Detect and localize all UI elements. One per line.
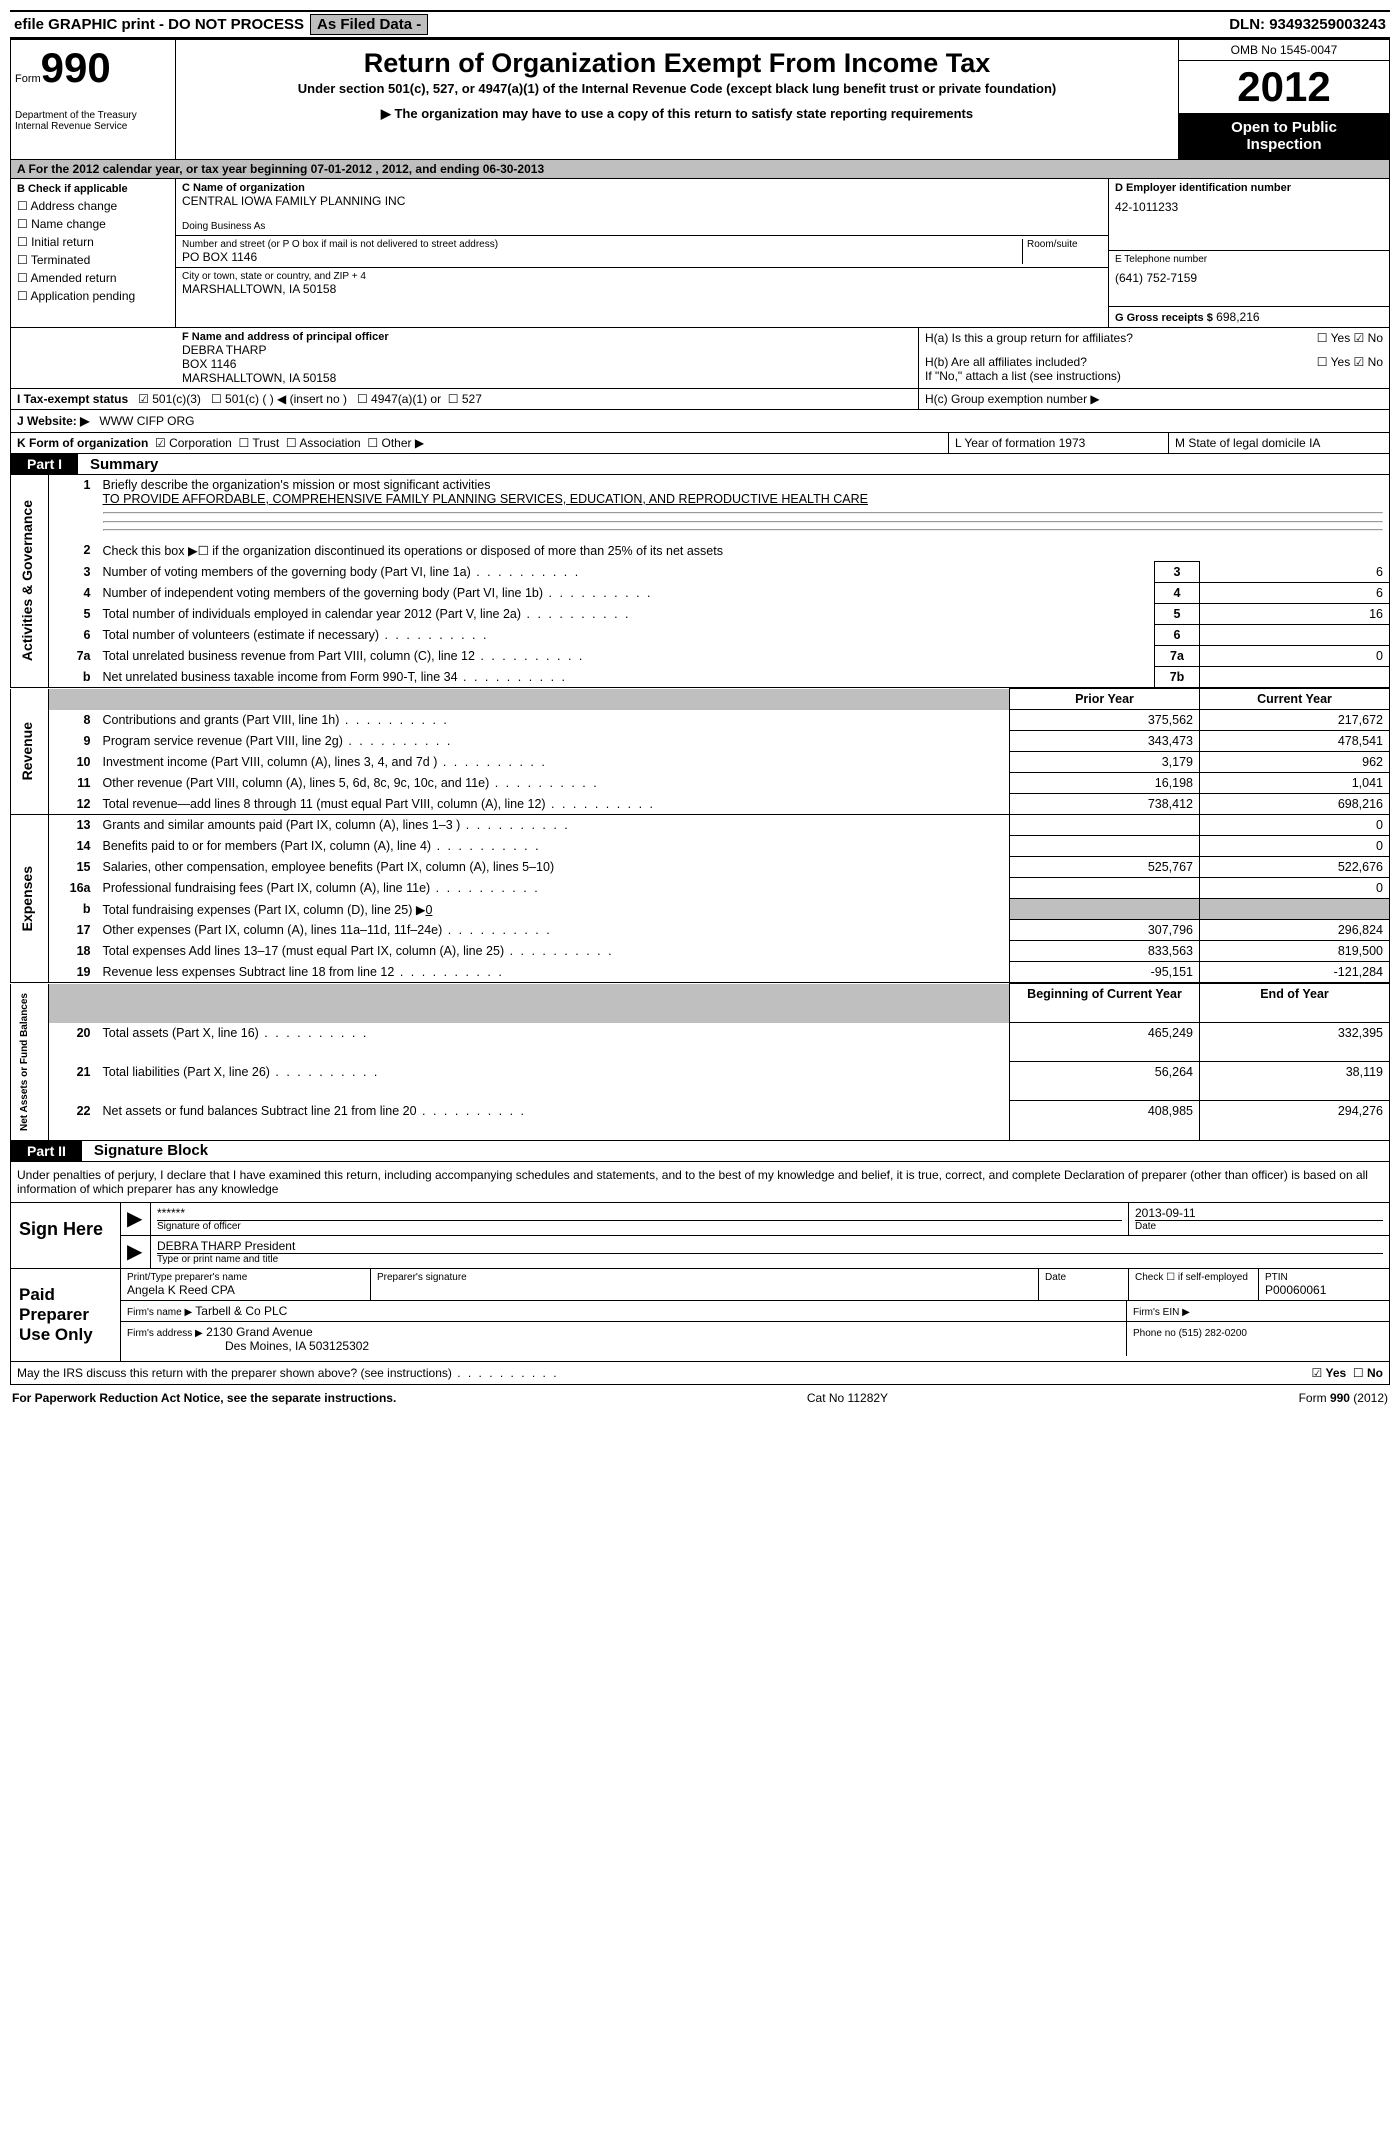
open-public: Open to Public Inspection [1179, 113, 1389, 159]
calendar-bar: A For the 2012 calendar year, or tax yea… [10, 160, 1390, 179]
form-header: Form990 Department of the Treasury Inter… [10, 39, 1390, 160]
paid-preparer-block: Paid Preparer Use Only Print/Type prepar… [10, 1269, 1390, 1362]
mission: TO PROVIDE AFFORDABLE, COMPREHENSIVE FAM… [103, 492, 868, 506]
website: WWW CIFP ORG [99, 414, 194, 428]
top-bar: efile GRAPHIC print - DO NOT PROCESS As … [10, 10, 1390, 39]
chk-name[interactable]: Name change [17, 217, 169, 231]
as-filed-btn: As Filed Data - [310, 14, 428, 35]
dept2: Internal Revenue Service [15, 121, 171, 132]
summary-expenses: Expenses 13Grants and similar amounts pa… [10, 815, 1390, 983]
summary-revenue: Revenue Prior Year Current Year 8Contrib… [10, 688, 1390, 815]
org-name: CENTRAL IOWA FAMILY PLANNING INC [182, 194, 1102, 208]
f-block: F Name and address of principal officer … [176, 328, 919, 388]
efile-text: efile GRAPHIC print - DO NOT PROCESS [14, 16, 304, 33]
discuss-row: May the IRS discuss this return with the… [10, 1362, 1390, 1385]
name-block: C Name of organization CENTRAL IOWA FAMI… [176, 179, 1109, 327]
summary-netassets: Net Assets or Fund Balances Beginning of… [10, 983, 1390, 1141]
side-expenses: Expenses [17, 860, 37, 937]
perjury: Under penalties of perjury, I declare th… [10, 1162, 1390, 1203]
entity-block: B Check if applicable Address change Nam… [10, 179, 1390, 328]
form-number: 990 [41, 44, 111, 91]
website-row: J Website: ▶ WWW CIFP ORG [10, 410, 1390, 433]
org-address: PO BOX 1146 [182, 250, 1022, 264]
summary-governance: Activities & Governance 1 Briefly descri… [10, 475, 1390, 688]
check-col: B Check if applicable Address change Nam… [11, 179, 176, 327]
org-city: MARSHALLTOWN, IA 50158 [182, 282, 1102, 296]
side-revenue: Revenue [17, 716, 37, 786]
part2-header: Part II Signature Block [10, 1141, 1390, 1162]
ein: 42-1011233 [1115, 200, 1383, 214]
part1-header: Part I Summary [10, 454, 1390, 475]
h-block: H(a) Is this a group return for affiliat… [919, 328, 1389, 388]
tax-year: 2012 [1179, 61, 1389, 113]
k-row: K Form of organization ☑ Corporation ☐ T… [10, 433, 1390, 454]
i-row: I Tax-exempt status ☑ 501(c)(3) ☐ 501(c)… [10, 389, 1390, 410]
footer: For Paperwork Reduction Act Notice, see … [10, 1385, 1390, 1411]
dept1: Department of the Treasury [15, 110, 171, 121]
chk-address[interactable]: Address change [17, 199, 169, 213]
side-netassets: Net Assets or Fund Balances [17, 987, 32, 1137]
header-left: Form990 Department of the Treasury Inter… [11, 40, 176, 159]
header-mid: Return of Organization Exempt From Incom… [176, 40, 1179, 159]
chk-terminated[interactable]: Terminated [17, 253, 169, 267]
phone: (641) 752-7159 [1115, 271, 1383, 285]
sign-here-block: Sign Here ▶ ****** Signature of officer … [10, 1203, 1390, 1269]
chk-amended[interactable]: Amended return [17, 271, 169, 285]
side-governance: Activities & Governance [17, 494, 37, 667]
dln: DLN: 93493259003243 [1229, 16, 1386, 33]
omb: OMB No 1545-0047 [1179, 40, 1389, 61]
sign-here-label: Sign Here [11, 1203, 121, 1268]
fh-block: F Name and address of principal officer … [10, 328, 1390, 389]
chk-pending[interactable]: Application pending [17, 289, 169, 303]
subtitle1: Under section 501(c), 527, or 4947(a)(1)… [182, 81, 1172, 96]
subtitle2: The organization may have to use a copy … [182, 106, 1172, 122]
form-title: Return of Organization Exempt From Incom… [182, 48, 1172, 79]
chk-initial[interactable]: Initial return [17, 235, 169, 249]
d-col: D Employer identification number 42-1011… [1109, 179, 1389, 327]
gross-receipts: 698,216 [1216, 310, 1259, 324]
header-right: OMB No 1545-0047 2012 Open to Public Ins… [1179, 40, 1389, 159]
paid-label: Paid Preparer Use Only [11, 1269, 121, 1361]
